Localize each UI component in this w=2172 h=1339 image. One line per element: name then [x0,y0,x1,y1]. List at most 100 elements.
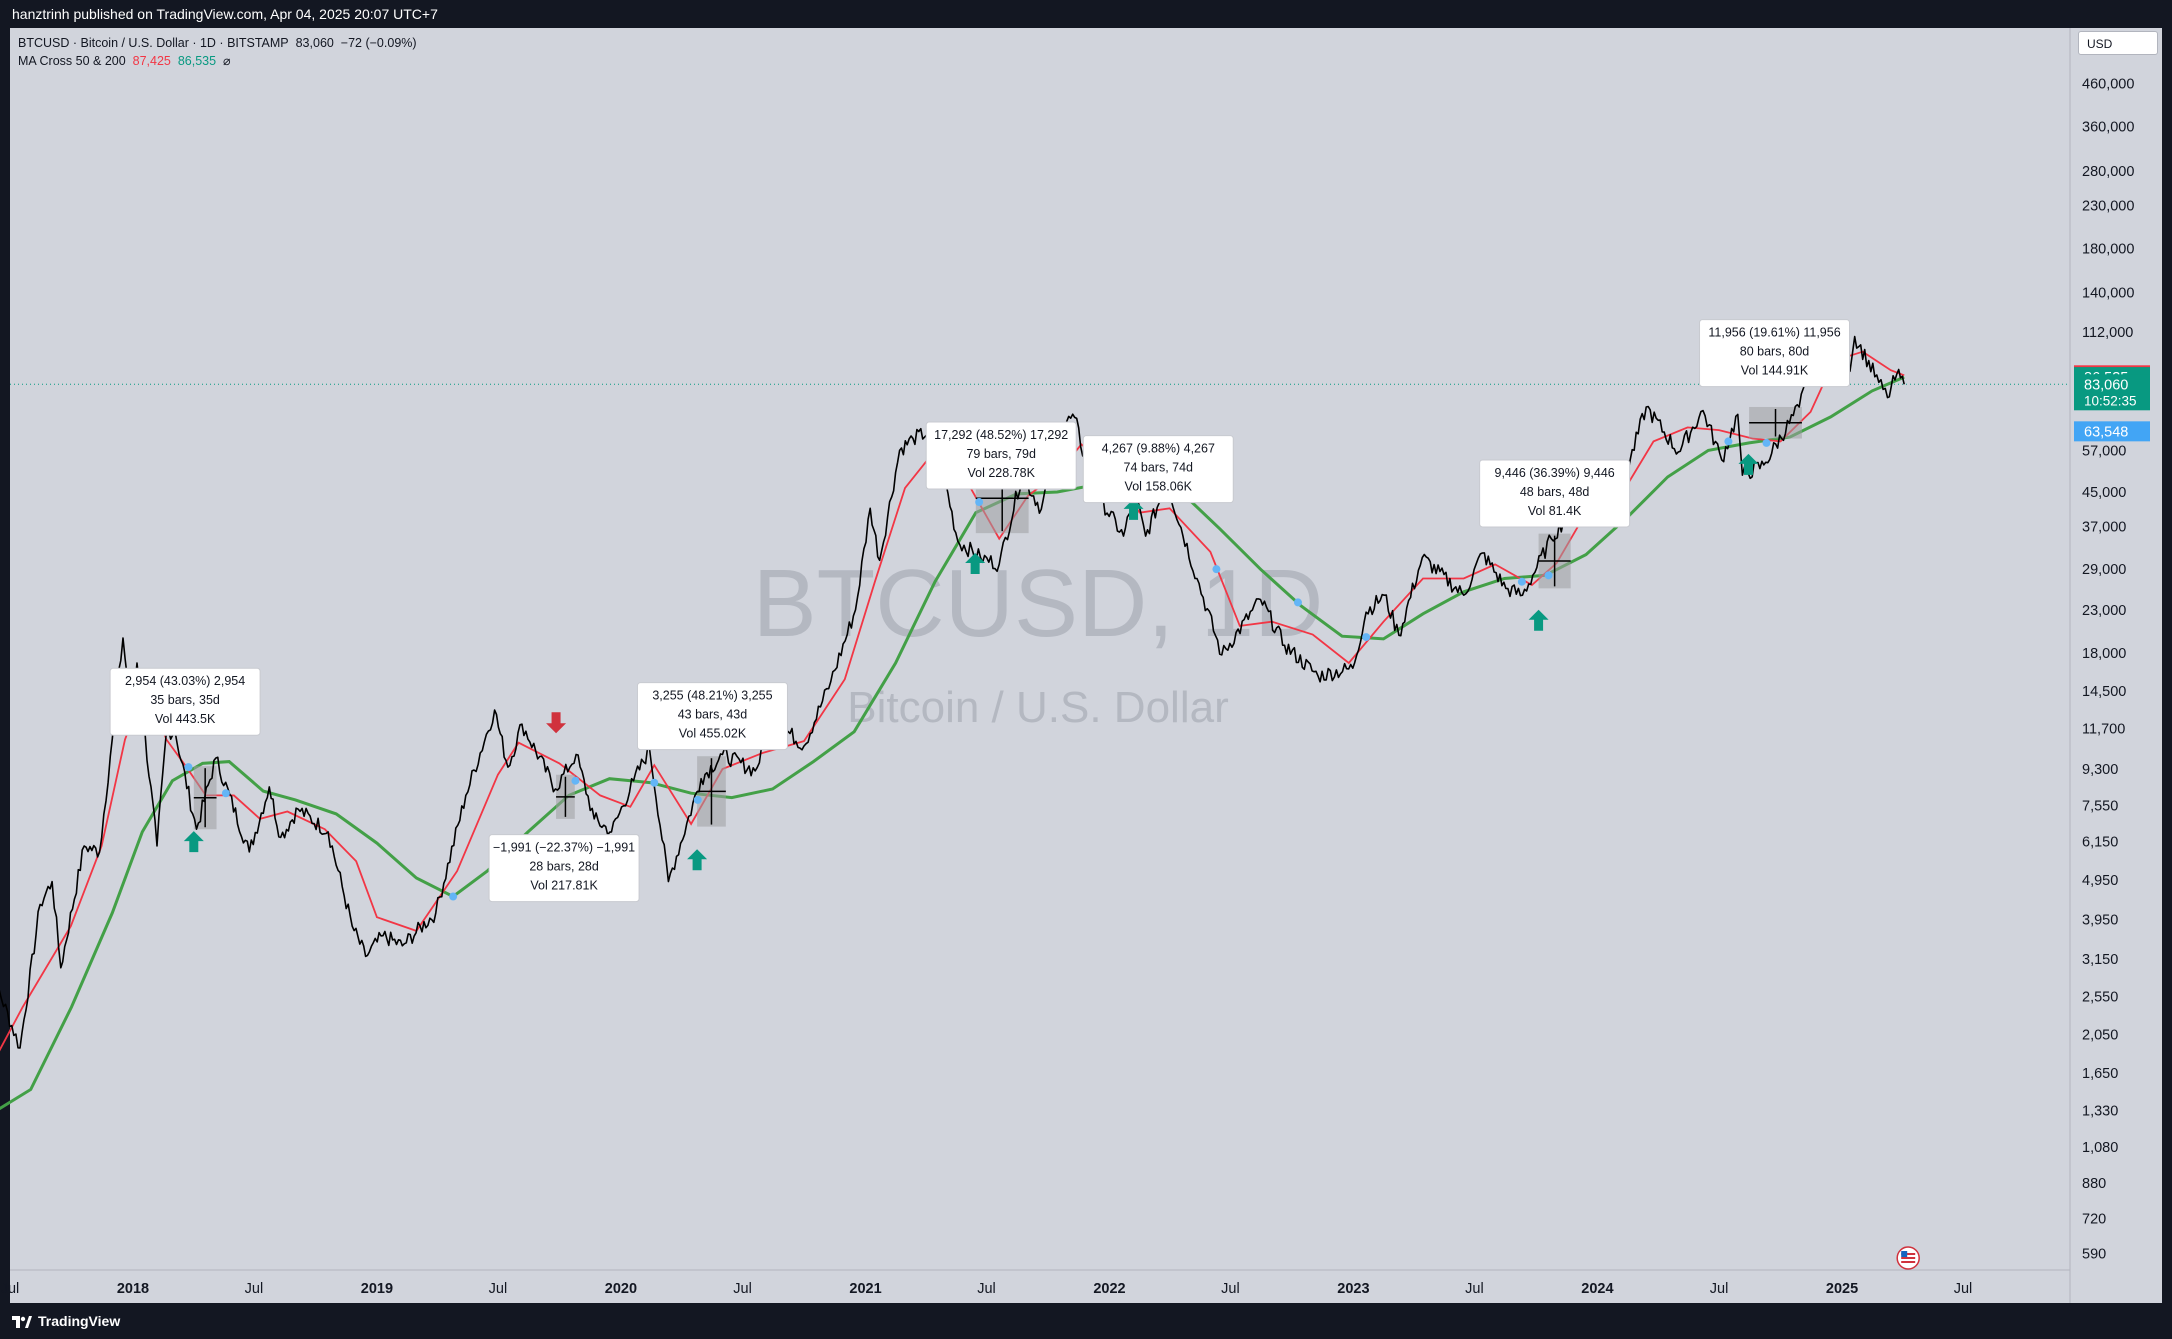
price-tick-label: 57,000 [2082,443,2126,459]
time-tick-label: Jul [1,1281,20,1297]
price-tick-label: 37,000 [2082,519,2126,535]
ma50-value: 87,425 [132,54,171,68]
price-tick-label: 1,330 [2082,1104,2118,1120]
currency-selector[interactable]: USD [2078,31,2158,55]
ma-cross-marker[interactable] [693,795,702,804]
measure-tooltip-line: 48 bars, 48d [1520,485,1590,499]
symbol-line[interactable]: BTCUSD · Bitcoin / U.S. Dollar · 1D · BI… [18,36,289,50]
measure-tooltip-line: Vol 443.5K [155,712,216,726]
ma-cross-marker[interactable] [1517,577,1526,586]
measure-tooltip[interactable] [109,667,261,736]
ma-cross-marker[interactable] [221,789,230,798]
measure-tooltip-line: Vol 217.81K [530,879,598,893]
ma-cross-marker[interactable] [1212,565,1221,574]
price-tick-label: 11,700 [2082,722,2125,738]
published-info: hanztrinh published on TradingView.com, … [12,6,438,22]
measure-tooltip-line: Vol 228.78K [967,466,1035,480]
price-tick-label: 1,080 [2082,1140,2118,1156]
measure-tooltip[interactable] [1699,319,1851,388]
measure-tooltip[interactable] [488,834,640,903]
time-tick-label: Jul [977,1281,996,1297]
ma-cross-marker[interactable] [650,778,659,787]
price-tick-label: 23,000 [2082,603,2126,619]
measure-tooltip-line: 3,255 (48.21%) 3,255 [652,689,772,703]
time-tick-label: 2018 [117,1281,149,1297]
time-tick-label: Jul [245,1281,264,1297]
buy-signal-arrow-icon[interactable] [1738,453,1759,475]
price-tick-label: 720 [2082,1211,2106,1227]
ma-cross-marker[interactable] [975,498,984,507]
price-change: −72 (−0.09%) [340,36,417,50]
measure-tooltip[interactable] [1479,459,1631,528]
last-price: 83,060 [295,36,334,50]
chart-legend: BTCUSD · Bitcoin / U.S. Dollar · 1D · BI… [18,34,417,70]
watermark-description: Bitcoin / U.S. Dollar [847,683,1228,732]
ma-cross-marker[interactable] [184,763,193,772]
ma200-value: 86,535 [177,54,217,68]
measure-tooltip-line: 4,267 (9.88%) 4,267 [1102,442,1215,456]
brand-name: TradingView [38,1313,121,1329]
time-tick-label: Jul [1710,1281,1729,1297]
price-tick-label: 880 [2082,1176,2106,1192]
measure-tooltip-line: Vol 158.06K [1125,480,1193,494]
flag-stripe [1901,1257,1916,1259]
time-tick-label: Jul [1954,1281,1973,1297]
hidden-eye-icon[interactable]: ⌀ [223,54,231,68]
measure-tooltip-line: 43 bars, 43d [678,708,748,722]
ma-cross-marker[interactable] [449,892,458,901]
measure-tooltip[interactable] [925,421,1077,490]
sell-signal-arrow-icon[interactable] [546,712,567,734]
price-tag-value: 63,548 [2084,424,2128,440]
measure-tooltip[interactable] [1082,435,1234,504]
price-tick-label: 280,000 [2082,164,2134,180]
indicator-legend[interactable]: MA Cross 50 & 200 87,425 86,535 ⌀ [18,52,417,70]
tradingview-logo-icon [12,1316,32,1329]
price-tick-label: 29,000 [2082,562,2126,578]
time-tick-label: 2024 [1581,1281,1613,1297]
measure-tooltip-line: 11,956 (19.61%) 11,956 [1708,326,1840,340]
measure-tooltip-line: 79 bars, 79d [966,447,1036,461]
ma-cross-marker[interactable] [571,776,580,785]
ma-cross-marker[interactable] [1544,571,1553,580]
footer-brand: TradingView [12,1303,120,1339]
flag-stripe [1901,1261,1916,1263]
time-tick-label: 2020 [605,1281,637,1297]
price-tag-value: 83,060 [2084,377,2128,393]
ma-cross-marker[interactable] [1362,633,1371,642]
time-tick-label: Jul [1465,1281,1484,1297]
time-tick-label: 2022 [1093,1281,1125,1297]
time-tick-label: Jul [489,1281,508,1297]
measure-tooltip-line: Vol 455.02K [679,727,747,741]
indicator-name[interactable]: MA Cross 50 & 200 [18,54,126,68]
symbol-legend: BTCUSD · Bitcoin / U.S. Dollar · 1D · BI… [18,34,417,52]
buy-signal-arrow-icon[interactable] [965,552,986,574]
time-tick-label: Jul [733,1281,752,1297]
price-tick-label: 230,000 [2082,198,2134,214]
ma-cross-marker[interactable] [1293,598,1302,607]
measure-tooltip-line: 9,446 (36.39%) 9,446 [1495,466,1615,480]
price-tick-label: 2,550 [2082,989,2118,1005]
measure-tooltip-line: 28 bars, 28d [529,860,599,874]
watermark-symbol: BTCUSD, 1D [753,550,1324,657]
price-tag [2074,421,2150,442]
price-tick-label: 6,150 [2082,835,2118,851]
measure-tooltip[interactable] [636,682,788,751]
measure-tooltip-line: 17,292 (48.52%) 17,292 [934,428,1068,442]
buy-signal-arrow-icon[interactable] [183,831,204,853]
buy-signal-arrow-icon[interactable] [1528,609,1549,631]
flag-stripe [1901,1253,1916,1255]
price-tick-label: 140,000 [2082,286,2134,302]
buy-signal-arrow-icon[interactable] [687,849,708,871]
ma-cross-marker[interactable] [1724,437,1733,446]
price-tick-label: 2,050 [2082,1028,2118,1044]
price-chart[interactable]: BTCUSD, 1D Bitcoin / U.S. Dollar 2,954 (43… [0,0,2172,1303]
buy-signal-arrow-icon[interactable] [1123,498,1144,520]
price-tick-label: 460,000 [2082,77,2134,93]
price-tick-label: 3,150 [2082,952,2118,968]
measure-tooltip-line: 35 bars, 35d [150,693,220,707]
price-tag [2074,374,2150,411]
time-tick-label: 2019 [361,1281,393,1297]
time-tick-label: 2021 [849,1281,881,1297]
measure-tooltip-line: 2,954 (43.03%) 2,954 [125,674,245,688]
ma-cross-marker[interactable] [1762,438,1771,447]
